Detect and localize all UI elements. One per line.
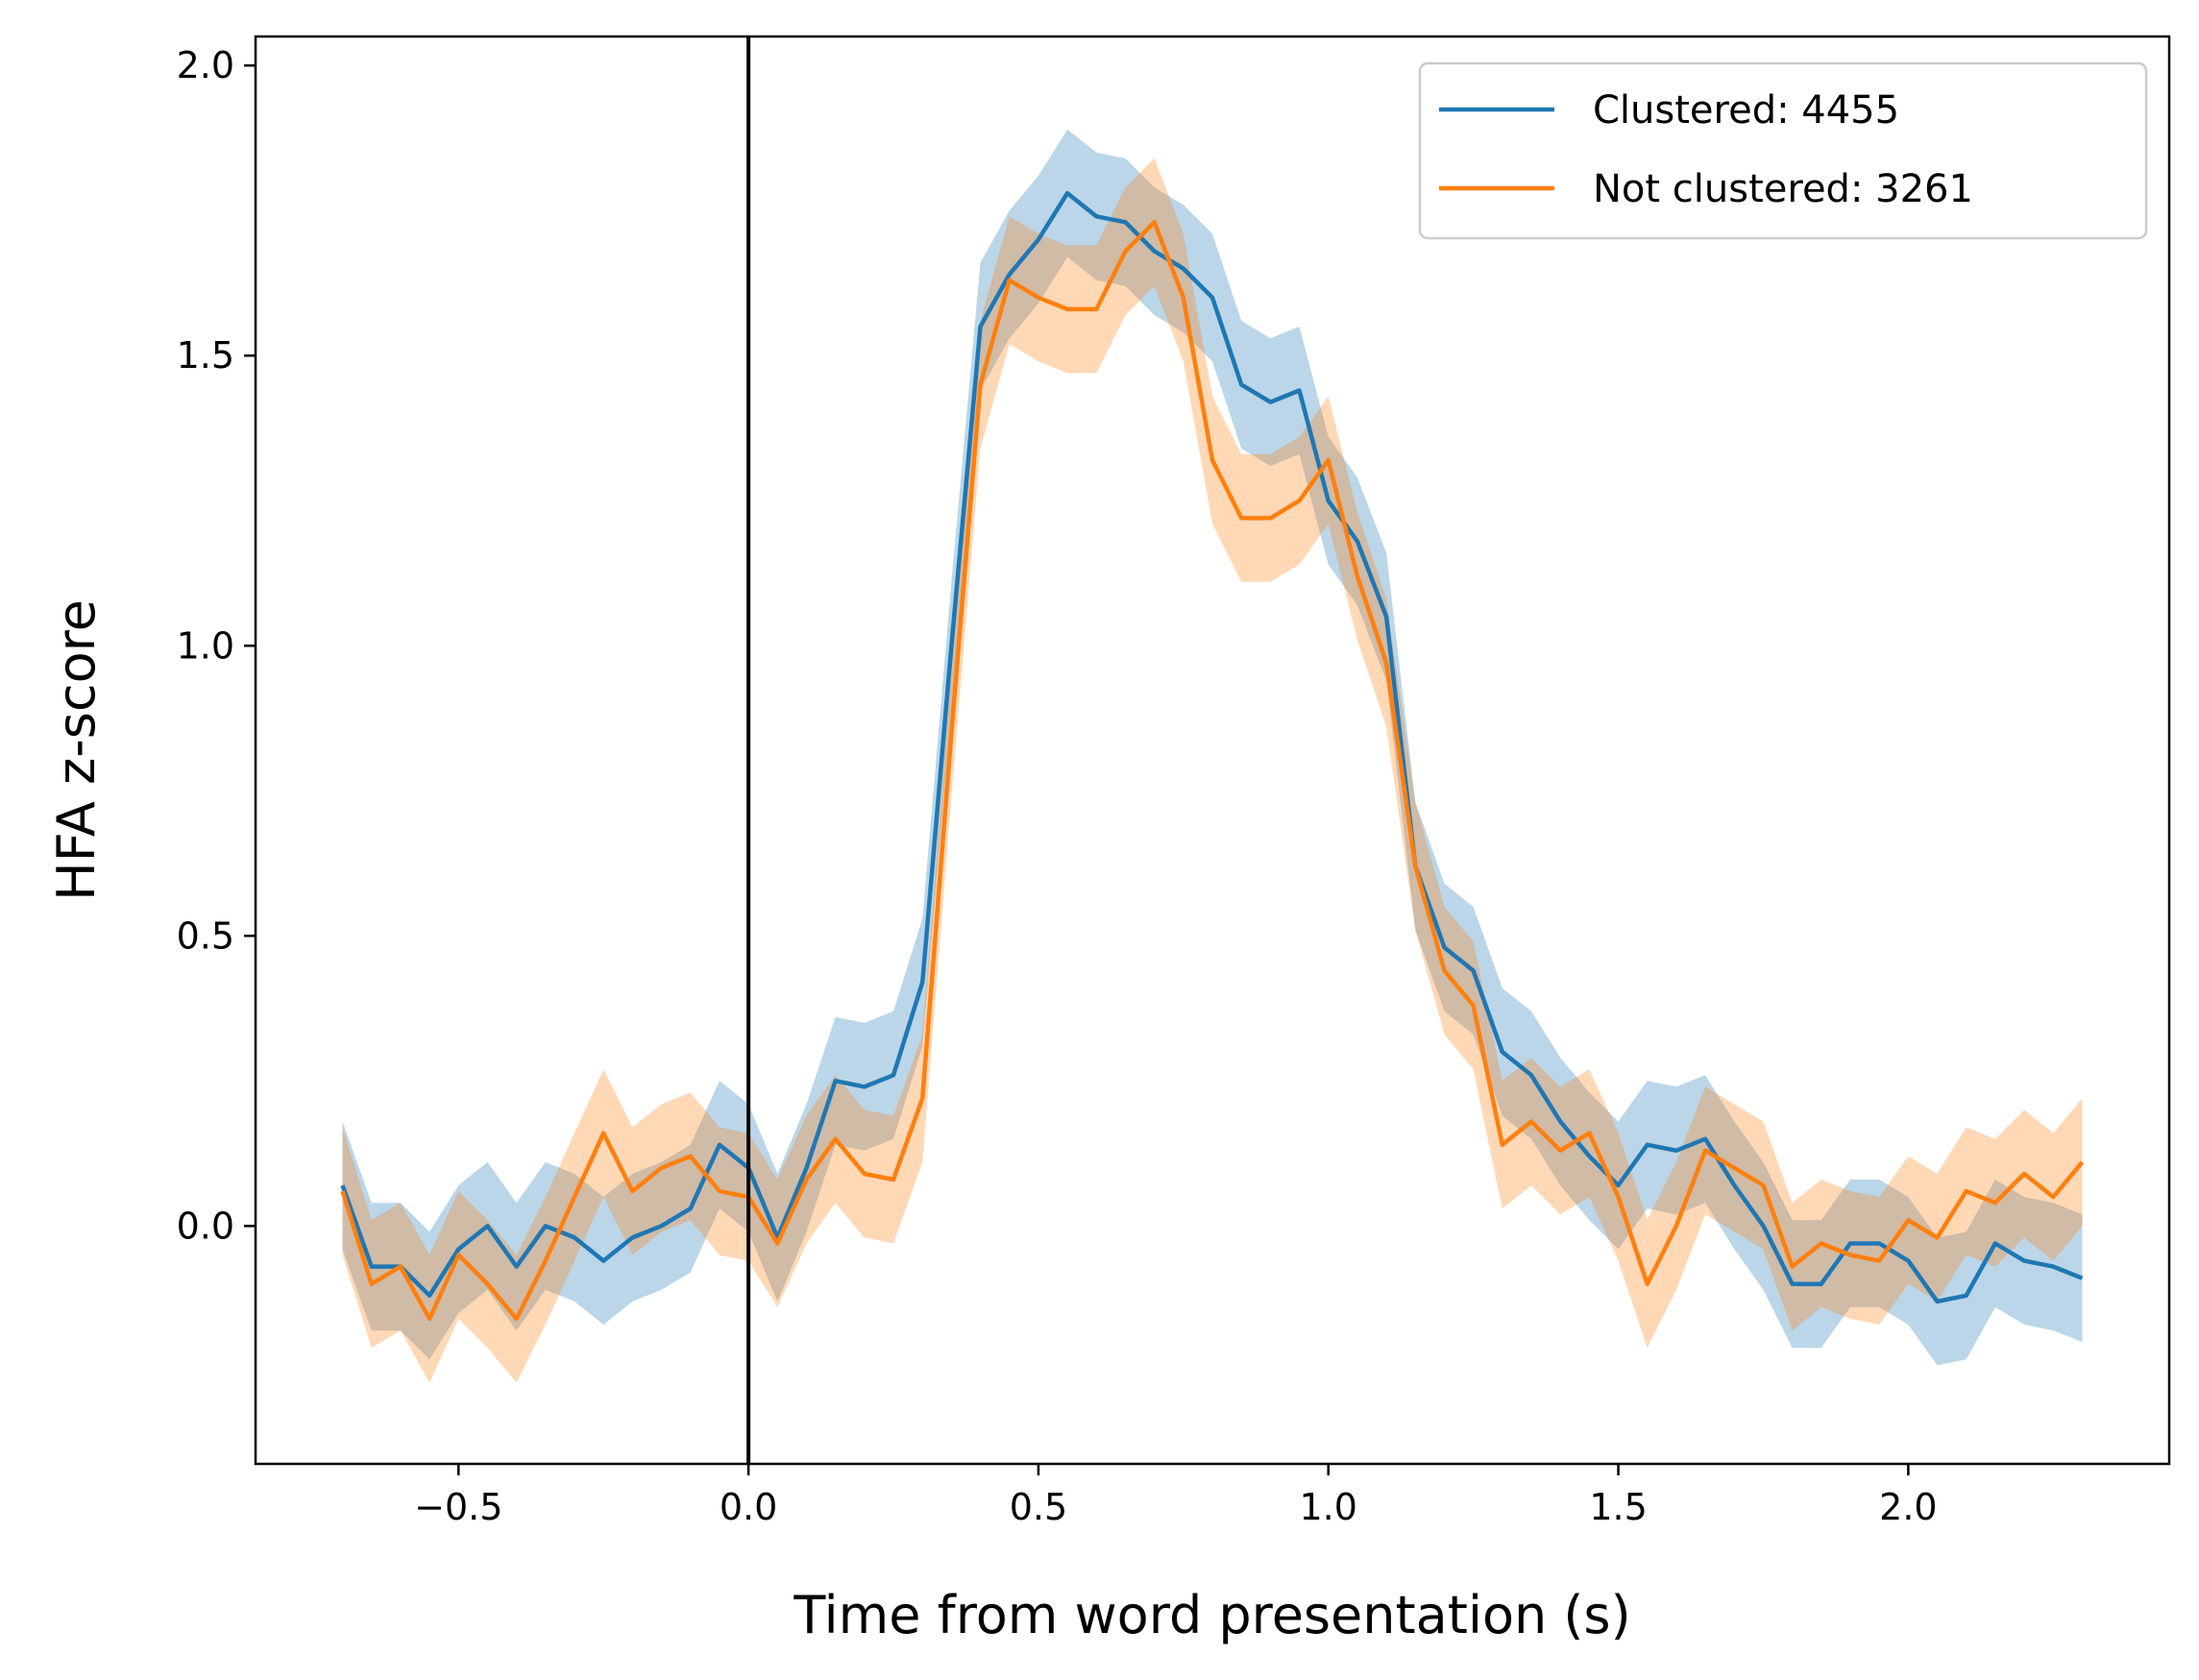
series-line-1 xyxy=(340,220,2085,1322)
y-tick-label: 2.0 xyxy=(177,44,234,86)
x-tick-label: 1.5 xyxy=(1589,1486,1647,1528)
confidence-band-0 xyxy=(342,129,2083,1366)
y-tick-label: 1.0 xyxy=(177,624,234,667)
legend-label: Not clustered: 3261 xyxy=(1593,167,1973,211)
legend-label: Clustered: 4455 xyxy=(1593,88,1899,133)
x-axis-label: Time from word presentation (s) xyxy=(793,1585,1630,1645)
y-tick-label: 1.5 xyxy=(177,334,234,377)
y-tick-label: 0.0 xyxy=(177,1205,234,1247)
x-tick-label: 0.5 xyxy=(1010,1486,1067,1528)
y-axis-label: HFA z-score xyxy=(46,599,107,901)
y-tick-label: 0.5 xyxy=(177,914,234,957)
x-axis-ticks: −0.5 0.0 0.5 1.0 1.5 2.0 xyxy=(414,1464,1938,1528)
x-tick-label: 2.0 xyxy=(1879,1486,1937,1528)
series-line-0 xyxy=(340,190,2084,1304)
y-axis-ticks: 0.0 0.5 1.0 1.5 2.0 xyxy=(177,44,256,1247)
legend: Clustered: 4455 Not clustered: 3261 xyxy=(1418,61,2148,240)
legend-box xyxy=(1418,61,2148,240)
x-tick-label: −0.5 xyxy=(414,1486,502,1528)
x-tick-label: 1.0 xyxy=(1300,1486,1357,1528)
series-lines xyxy=(340,190,2085,1322)
x-tick-label: 0.0 xyxy=(720,1486,777,1528)
plot-frame xyxy=(254,35,2171,1466)
